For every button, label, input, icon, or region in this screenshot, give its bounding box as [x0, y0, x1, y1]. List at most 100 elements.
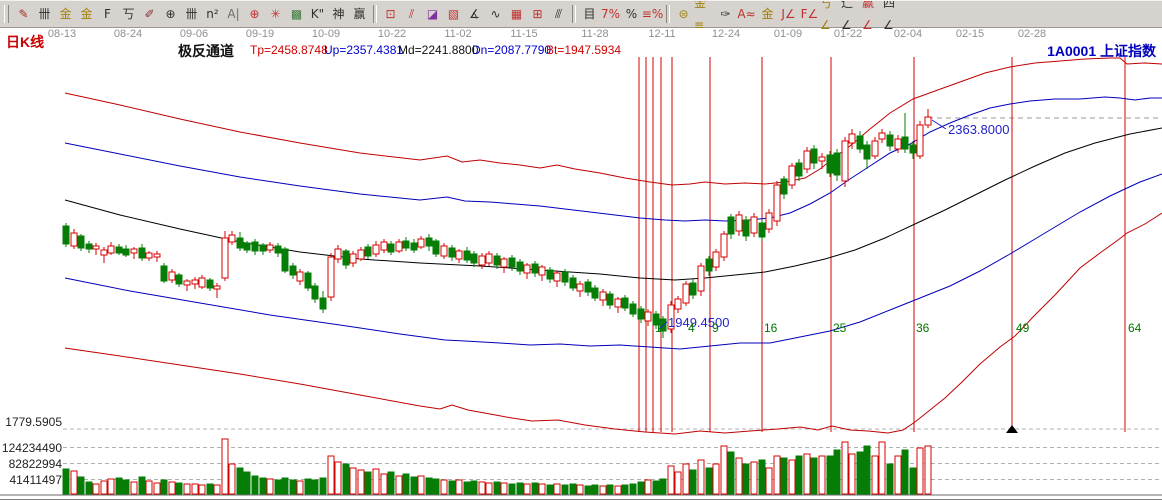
- indicator-value: Tp=2458.8748: [250, 43, 328, 57]
- date-tick-label: 09-06: [179, 28, 209, 40]
- wave-a-tool-icon[interactable]: A≈: [737, 7, 756, 21]
- f-angle-tool-icon[interactable]: F∠: [800, 7, 819, 21]
- volume-bar: [863, 445, 871, 495]
- candle-body: [455, 250, 463, 260]
- grid-box-tool-icon[interactable]: ▩: [290, 7, 303, 21]
- candle-body: [198, 277, 206, 288]
- grid-arrow-tool-icon[interactable]: ⊞: [532, 7, 543, 21]
- volume-bar: [191, 483, 199, 495]
- candle-body: [750, 216, 758, 234]
- volume-axis-label: 41411497: [10, 473, 63, 487]
- candle-body: [206, 279, 214, 289]
- percent-lines-tool-icon[interactable]: ≡%: [641, 7, 664, 21]
- volume-bar: [538, 483, 546, 495]
- gold-tool-b-icon[interactable]: 金: [80, 7, 93, 21]
- ink-brush-tool-icon[interactable]: ✑: [720, 7, 731, 21]
- ying-tool-icon[interactable]: 赢: [353, 7, 366, 21]
- four-angle-tool-icon[interactable]: 四∠: [883, 0, 896, 32]
- candle-body: [833, 152, 841, 176]
- volume-bar: [296, 480, 304, 495]
- angle-a-tool-icon[interactable]: A|: [227, 7, 240, 21]
- volume-bar: [894, 455, 902, 495]
- volume-bar: [569, 483, 577, 495]
- box-x-tool-icon[interactable]: ▧: [447, 7, 460, 21]
- volume-bar: [85, 481, 93, 495]
- volume-bar: [198, 484, 206, 495]
- volume-bar: [122, 479, 130, 495]
- red-grid-tool-icon[interactable]: ▦: [510, 7, 523, 21]
- gold-lines-tool-icon[interactable]: 金≡: [694, 0, 707, 32]
- candle-body: [304, 272, 312, 289]
- marker-tool-icon[interactable]: ✐: [144, 7, 155, 21]
- volume-bar: [924, 445, 932, 495]
- parallel-lines-tool-icon[interactable]: ⫻: [554, 7, 563, 21]
- gann-box-tool-icon[interactable]: 目: [583, 7, 596, 21]
- volume-bar: [304, 478, 312, 495]
- candle-body: [77, 235, 85, 249]
- starburst-tool-icon[interactable]: ✳: [270, 7, 281, 21]
- candle-body: [168, 271, 176, 281]
- candle-body: [440, 245, 448, 257]
- gold-coin-tool-icon[interactable]: ⊜: [678, 7, 689, 21]
- n-square-tool-icon[interactable]: n²: [206, 7, 219, 21]
- candle-body: [357, 249, 365, 260]
- volume-bar: [652, 480, 660, 495]
- ying-angle-tool-icon[interactable]: 赢∠: [862, 0, 875, 32]
- gold-underline-tool-icon[interactable]: 金: [761, 7, 774, 21]
- volume-bar: [742, 463, 750, 495]
- hash-tool-icon[interactable]: 卌: [38, 7, 51, 21]
- hash-tool-2-icon[interactable]: 卌: [185, 7, 198, 21]
- candle-body: [417, 238, 425, 248]
- percent-seven-tool-icon[interactable]: 7%: [600, 7, 621, 21]
- candle-body: [334, 248, 342, 260]
- ray-pen-tool-icon[interactable]: ∡: [469, 7, 480, 21]
- walk-angle-tool-icon[interactable]: 辶∠: [841, 0, 854, 32]
- k-mark-tool-icon[interactable]: K": [310, 7, 325, 21]
- volume-bar: [493, 481, 501, 495]
- volume-bar: [531, 482, 539, 495]
- volume-bar: [342, 463, 350, 495]
- volume-bar: [614, 485, 622, 495]
- volume-bar: [107, 478, 115, 495]
- volume-bar: [311, 479, 319, 495]
- indicator-value: Up=2357.4381: [324, 43, 404, 57]
- candle-body: [508, 257, 516, 268]
- square-day-number: 49: [1016, 321, 1030, 335]
- square-day-number: 1: [655, 321, 662, 335]
- volume-bar: [689, 469, 697, 495]
- volume-bar: [213, 484, 221, 495]
- fan-lines-tool-icon[interactable]: ⫽: [408, 7, 415, 21]
- volume-bar: [425, 477, 433, 495]
- volume-axis-label: 124234490: [2, 441, 62, 455]
- date-tick-label: 01-22: [833, 28, 863, 40]
- volume-bar: [372, 468, 380, 495]
- hook-tool-icon[interactable]: 丂: [122, 7, 135, 21]
- volume-bar: [871, 455, 879, 495]
- candle-body: [841, 140, 849, 182]
- toolbar-separator: [666, 5, 670, 23]
- candle-body: [145, 252, 153, 259]
- candle-body: [780, 178, 788, 195]
- candle-body: [894, 138, 902, 150]
- candle-body: [576, 283, 584, 292]
- pen-tool-icon[interactable]: ✎: [18, 7, 29, 21]
- candle-body: [901, 136, 909, 150]
- candle-body: [697, 265, 705, 292]
- zigzag-tool-icon[interactable]: ∿: [490, 7, 501, 21]
- candle-body: [130, 248, 138, 254]
- square-day-number: 4: [688, 321, 695, 335]
- f-grid-tool-icon[interactable]: F: [104, 7, 111, 21]
- cycle-circle-tool-icon[interactable]: ⊕: [165, 7, 176, 21]
- volume-bar: [206, 483, 214, 495]
- toolbar-grip[interactable]: [4, 5, 9, 23]
- box-anchor-tool-icon[interactable]: ⊡: [385, 7, 396, 21]
- candle-body: [380, 241, 388, 251]
- gold-tool-a-icon[interactable]: 金: [59, 7, 72, 21]
- j-angle-tool-icon[interactable]: J∠: [781, 7, 796, 21]
- box-fan-tool-icon[interactable]: ◪: [426, 7, 439, 21]
- gold-angle-tool-icon[interactable]: 丂∠: [820, 0, 833, 32]
- target-tool-icon[interactable]: ⊕: [249, 7, 260, 21]
- shen-tool-icon[interactable]: 神: [332, 7, 345, 21]
- percent-tool-icon[interactable]: %: [625, 7, 638, 21]
